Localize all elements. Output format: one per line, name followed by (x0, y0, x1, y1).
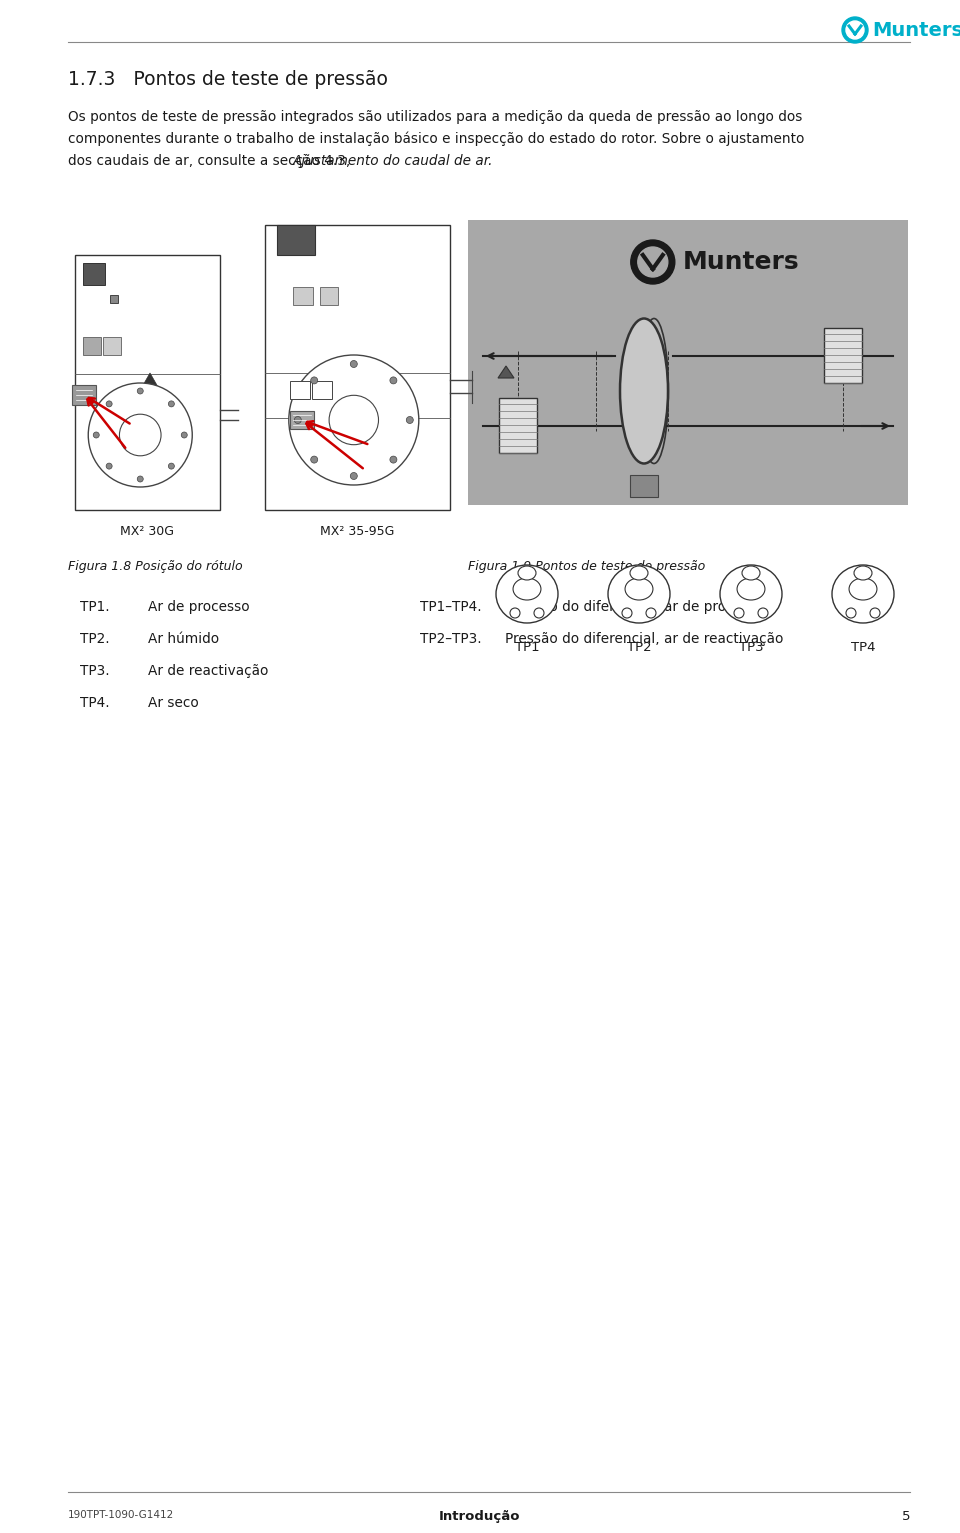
Ellipse shape (620, 319, 668, 463)
Circle shape (846, 609, 856, 618)
Circle shape (350, 472, 357, 480)
Ellipse shape (854, 566, 872, 579)
Text: TP4.: TP4. (80, 696, 109, 710)
Text: Ar de reactivação: Ar de reactivação (148, 664, 269, 678)
Text: Ar de processo: Ar de processo (148, 599, 250, 615)
Circle shape (390, 377, 396, 383)
Bar (265, 225, 450, 510)
Text: TP2–TP3.: TP2–TP3. (420, 632, 482, 645)
Text: TP3: TP3 (738, 641, 763, 655)
Circle shape (119, 414, 161, 455)
Polygon shape (352, 365, 368, 379)
Circle shape (390, 457, 396, 463)
Circle shape (168, 402, 175, 406)
Bar (83, 337, 101, 356)
Circle shape (534, 609, 544, 618)
Ellipse shape (849, 578, 876, 599)
Bar (72, 385, 96, 405)
Text: TP2.: TP2. (80, 632, 109, 645)
Circle shape (637, 247, 668, 277)
Text: TP3.: TP3. (80, 664, 109, 678)
Text: MX² 35-95G: MX² 35-95G (321, 524, 395, 538)
Text: Ar seco: Ar seco (148, 696, 199, 710)
Bar (290, 411, 314, 429)
Circle shape (88, 383, 192, 487)
Circle shape (289, 356, 419, 484)
Text: componentes durante o trabalho de instalação básico e inspecção do estado do rot: componentes durante o trabalho de instal… (68, 132, 804, 147)
Circle shape (107, 402, 112, 406)
Ellipse shape (639, 319, 668, 463)
Circle shape (107, 463, 112, 469)
Text: dos caudais de ar, consulte a secção 4.3,: dos caudais de ar, consulte a secção 4.3… (68, 153, 354, 169)
Circle shape (329, 396, 378, 445)
Circle shape (181, 432, 187, 438)
Circle shape (758, 609, 768, 618)
Circle shape (311, 457, 318, 463)
Text: 5: 5 (901, 1510, 910, 1522)
Ellipse shape (518, 566, 536, 579)
Ellipse shape (625, 578, 653, 599)
Bar (293, 287, 313, 305)
Ellipse shape (737, 578, 765, 599)
Text: Introdução: Introdução (440, 1510, 520, 1522)
Bar (83, 264, 105, 285)
Text: TP1–TP4.: TP1–TP4. (420, 599, 482, 615)
Text: TP2: TP2 (627, 641, 651, 655)
Circle shape (406, 417, 414, 423)
Text: MX² 30G: MX² 30G (121, 524, 175, 538)
Bar (320, 287, 338, 305)
Text: Figura 1.8 Posição do rótulo: Figura 1.8 Posição do rótulo (68, 560, 243, 573)
Circle shape (646, 609, 656, 618)
Text: Pressão do diferencial, ar de reactivação: Pressão do diferencial, ar de reactivaçã… (505, 632, 783, 645)
Text: Munters: Munters (683, 250, 800, 274)
Bar (103, 337, 121, 356)
Circle shape (842, 17, 868, 43)
Ellipse shape (513, 578, 540, 599)
Circle shape (93, 432, 99, 438)
Bar (110, 294, 118, 304)
Circle shape (870, 609, 880, 618)
Circle shape (734, 609, 744, 618)
Bar (499, 399, 537, 452)
Text: Ajustamento do caudal de ar.: Ajustamento do caudal de ar. (293, 153, 493, 169)
Polygon shape (498, 366, 514, 379)
Ellipse shape (608, 566, 670, 622)
Ellipse shape (496, 566, 558, 622)
Circle shape (137, 477, 143, 481)
Text: 1.7.3   Pontos de teste de pressão: 1.7.3 Pontos de teste de pressão (68, 71, 388, 89)
Text: TP4: TP4 (851, 641, 876, 655)
Text: 190TPT-1090-G1412: 190TPT-1090-G1412 (68, 1510, 175, 1521)
Polygon shape (142, 373, 158, 386)
Circle shape (846, 21, 864, 38)
Text: Munters: Munters (872, 20, 960, 40)
Circle shape (350, 360, 357, 368)
Ellipse shape (832, 566, 894, 622)
Circle shape (137, 388, 143, 394)
Bar (824, 328, 862, 383)
Bar (468, 221, 908, 504)
Bar (290, 382, 310, 399)
Circle shape (168, 463, 175, 469)
Ellipse shape (630, 566, 648, 579)
Bar (312, 382, 332, 399)
Text: Figura 1.9 Pontos de teste de pressão: Figura 1.9 Pontos de teste de pressão (468, 560, 706, 573)
Text: Os pontos de teste de pressão integrados são utilizados para a medição da queda : Os pontos de teste de pressão integrados… (68, 110, 803, 124)
Ellipse shape (720, 566, 782, 622)
Bar (630, 475, 658, 497)
Ellipse shape (742, 566, 760, 579)
Text: TP1: TP1 (515, 641, 540, 655)
Circle shape (311, 377, 318, 383)
Bar (277, 225, 315, 254)
Text: Pressão do diferencial, ar de processo: Pressão do diferencial, ar de processo (505, 599, 764, 615)
Bar (75, 254, 220, 510)
Circle shape (622, 609, 632, 618)
Circle shape (295, 417, 301, 423)
Text: TP1.: TP1. (80, 599, 109, 615)
Circle shape (631, 241, 675, 284)
Text: Ar húmido: Ar húmido (148, 632, 219, 645)
Circle shape (510, 609, 520, 618)
